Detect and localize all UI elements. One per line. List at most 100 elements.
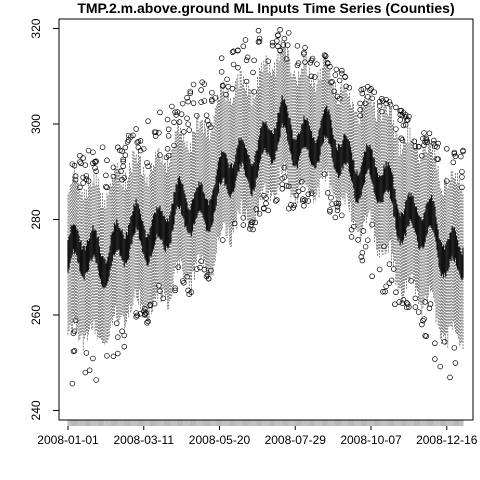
outlier-point — [308, 73, 315, 79]
outlier-point — [190, 81, 197, 88]
box — [439, 239, 441, 271]
outlier-point — [208, 124, 214, 130]
day-box — [173, 146, 175, 274]
box — [353, 160, 355, 189]
day-box — [416, 148, 419, 293]
box — [262, 121, 264, 154]
day-box — [100, 208, 103, 340]
box — [255, 150, 257, 179]
day-box — [256, 76, 258, 214]
outlier-point — [184, 115, 190, 122]
box — [216, 169, 218, 196]
day-box — [403, 138, 406, 294]
box — [211, 195, 213, 226]
day-box — [134, 157, 136, 291]
day-box — [108, 188, 110, 338]
x-tick-label: 2008-12-16 — [416, 433, 478, 447]
box — [152, 215, 155, 250]
day-box — [129, 162, 131, 305]
box — [221, 151, 223, 183]
box — [459, 247, 461, 275]
box — [400, 211, 402, 242]
day-box — [296, 86, 299, 205]
outlier-point — [250, 69, 256, 76]
day-box — [332, 85, 334, 196]
outlier-point — [113, 320, 120, 327]
day-box — [188, 153, 190, 295]
box — [196, 187, 198, 218]
box — [74, 225, 77, 253]
outlier-point — [110, 164, 117, 171]
outlier-point — [432, 356, 438, 362]
outlier-point — [339, 70, 345, 77]
box — [437, 229, 439, 258]
box — [390, 172, 393, 202]
box — [420, 217, 422, 247]
box — [383, 165, 385, 194]
outlier-point — [311, 74, 318, 80]
outlier-point — [432, 340, 438, 347]
box — [442, 245, 445, 278]
outlier-point — [402, 111, 409, 118]
box — [453, 227, 455, 262]
box — [126, 234, 129, 260]
box — [450, 232, 452, 262]
box — [213, 187, 215, 213]
outlier-point — [176, 119, 183, 125]
day-box — [423, 149, 425, 305]
day-box — [269, 72, 271, 201]
outlier-point — [415, 143, 422, 150]
outlier-point — [229, 49, 236, 55]
outlier-point — [93, 168, 99, 175]
day-box — [244, 90, 247, 216]
day-box — [192, 131, 195, 272]
day-box — [266, 57, 268, 197]
day-box — [386, 114, 388, 247]
outlier-point — [362, 100, 369, 107]
day-box — [433, 158, 435, 299]
box — [95, 230, 97, 264]
box — [215, 175, 217, 206]
day-box — [227, 89, 229, 228]
day-box — [109, 183, 111, 328]
day-box — [318, 80, 320, 198]
outlier-point — [235, 47, 241, 54]
x-tick-label: 2008-10-07 — [340, 433, 402, 447]
day-box — [408, 143, 410, 281]
box — [381, 175, 383, 203]
box — [202, 191, 204, 218]
box — [200, 182, 202, 213]
day-box — [398, 156, 400, 289]
outlier-point — [302, 44, 308, 51]
day-box — [249, 89, 251, 229]
outlier-point — [369, 221, 375, 228]
outlier-point — [250, 226, 256, 233]
box — [209, 200, 211, 232]
outlier-point — [71, 162, 78, 169]
day-box — [121, 186, 123, 316]
outlier-point — [405, 301, 411, 307]
box — [363, 151, 366, 184]
outlier-point — [360, 86, 367, 92]
box — [388, 165, 391, 191]
day-box — [287, 47, 289, 179]
outlier-point — [77, 184, 83, 191]
day-box — [198, 129, 200, 255]
outlier-point — [256, 211, 263, 217]
box — [118, 227, 120, 250]
box — [444, 249, 446, 273]
box — [142, 221, 144, 253]
outlier-point — [423, 333, 429, 339]
box — [72, 224, 75, 249]
box — [403, 209, 406, 234]
day-box — [74, 180, 77, 320]
outlier-point — [322, 53, 329, 59]
box — [76, 229, 78, 256]
day-box — [211, 122, 213, 277]
y-tick-label: 300 — [29, 114, 43, 134]
outlier-point — [324, 190, 331, 196]
day-box — [213, 116, 215, 267]
day-box — [298, 77, 301, 185]
box — [270, 130, 273, 164]
box — [350, 152, 353, 181]
